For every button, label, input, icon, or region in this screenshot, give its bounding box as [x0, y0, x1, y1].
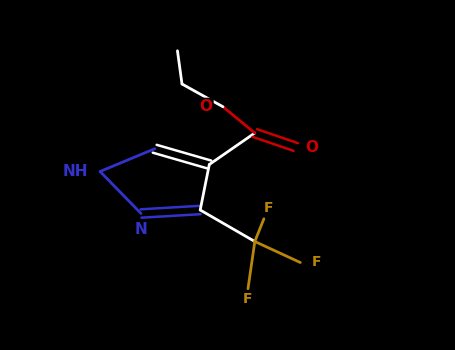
Text: F: F — [243, 292, 253, 306]
Text: N: N — [135, 222, 147, 237]
Text: O: O — [199, 99, 212, 114]
Text: F: F — [264, 201, 273, 215]
Text: NH: NH — [62, 164, 88, 179]
Text: O: O — [305, 140, 318, 154]
Text: F: F — [312, 256, 321, 270]
